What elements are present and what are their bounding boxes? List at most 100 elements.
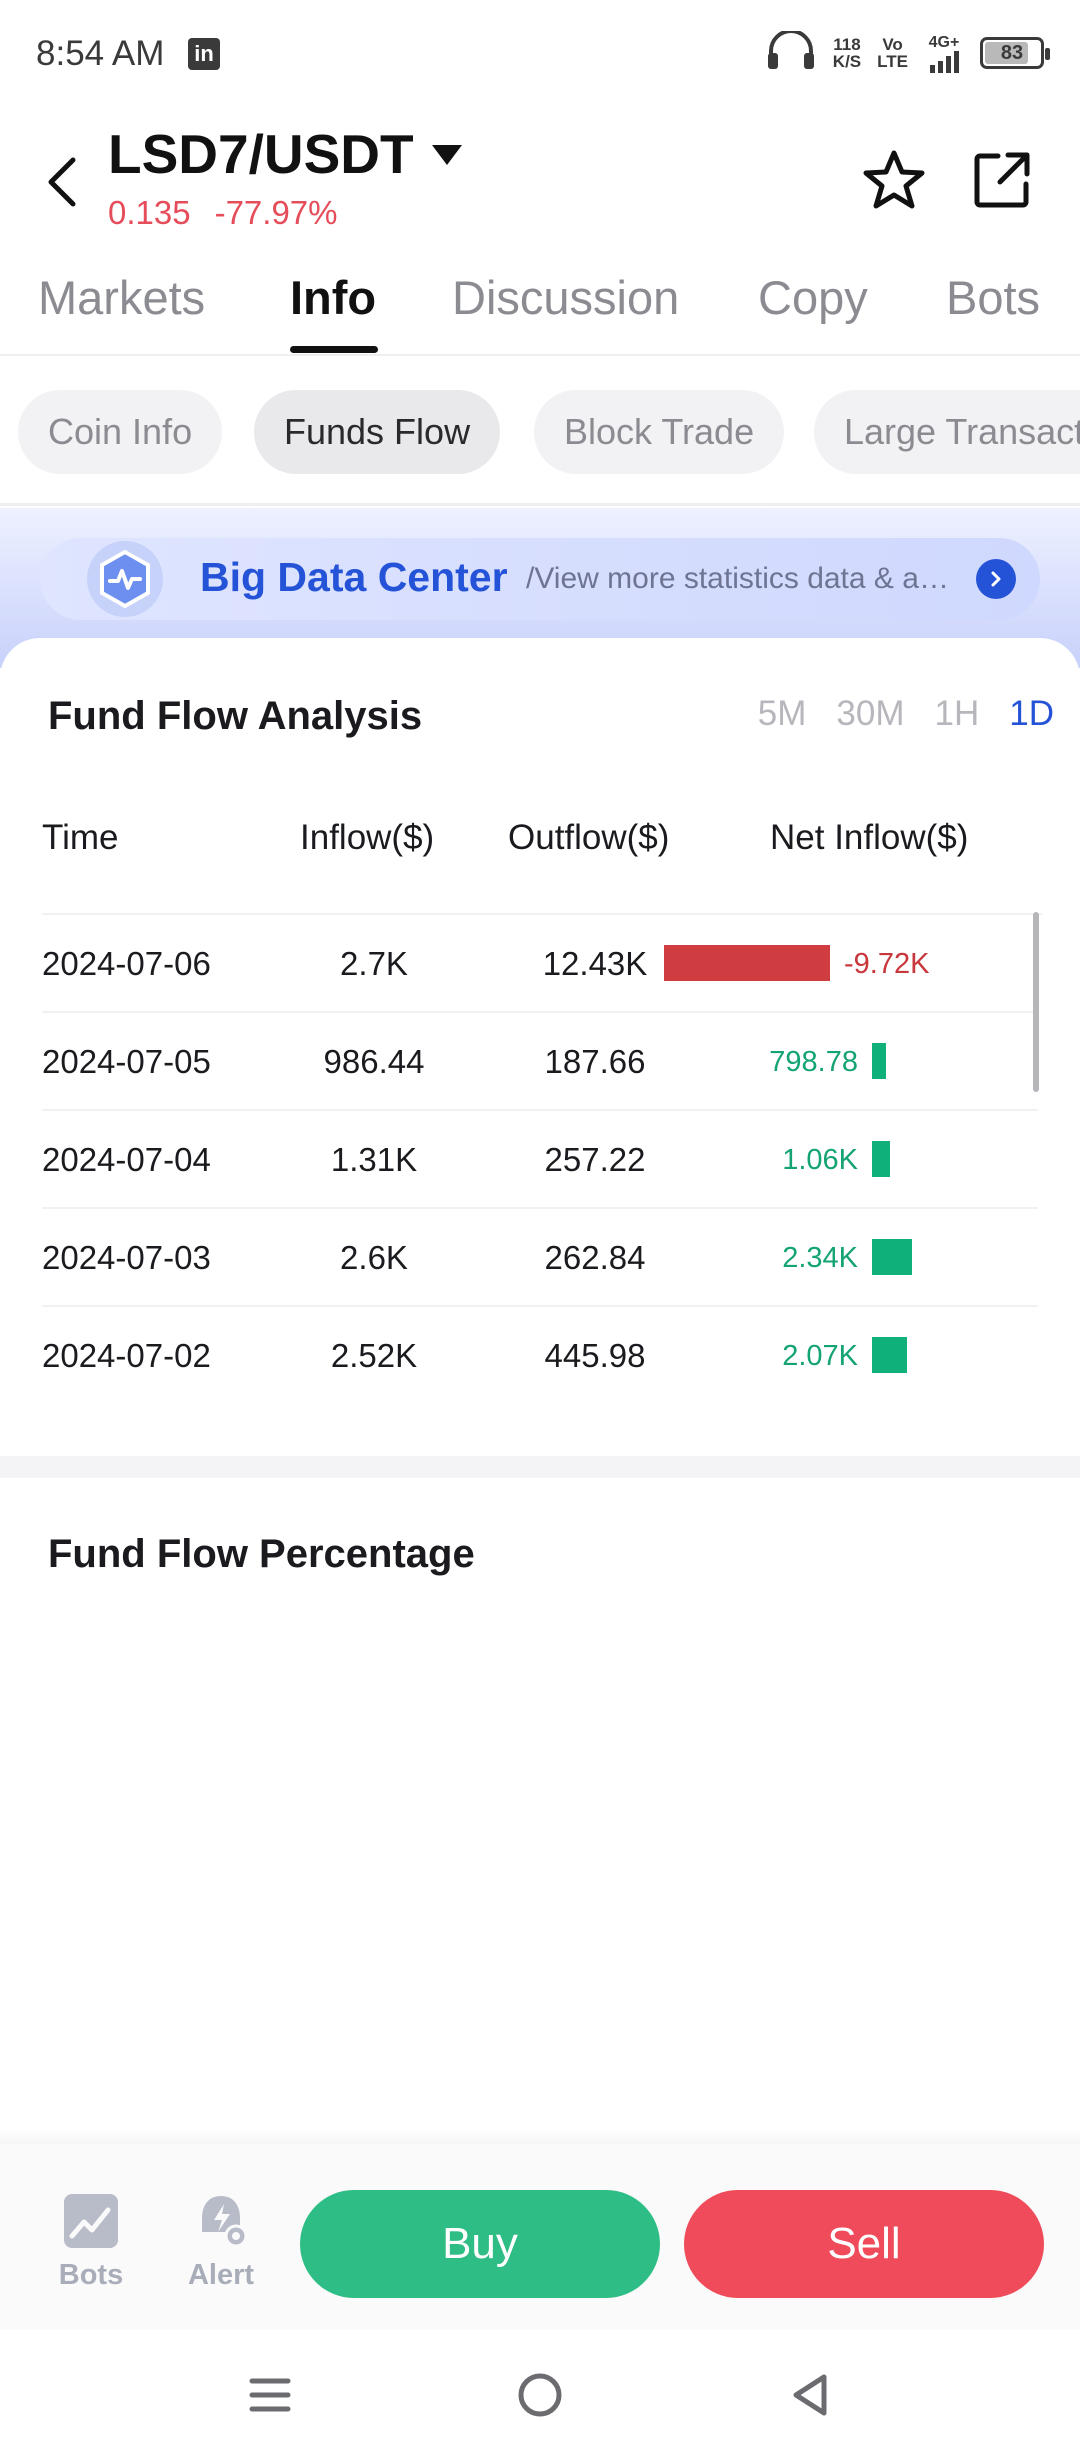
fund-flow-percentage-title: Fund Flow Percentage bbox=[48, 1532, 475, 1576]
net-inflow-bar bbox=[664, 945, 830, 981]
home-button[interactable] bbox=[500, 2360, 580, 2430]
volte-indicator: Vo LTE bbox=[877, 35, 908, 71]
main-tabs: Markets Info Discussion Copy Bots bbox=[0, 250, 1080, 356]
row-inflow: 2.52K bbox=[330, 1337, 418, 1374]
pair-header: LSD7/USDT 0.135 -77.97% bbox=[0, 110, 1080, 250]
tab-discussion[interactable]: Discussion bbox=[452, 271, 680, 324]
row-net-inflow: 1.06K bbox=[782, 1144, 858, 1176]
row-inflow: 2.7K bbox=[340, 945, 408, 982]
price-change: -77.97% bbox=[214, 194, 338, 231]
table-row: 2024-07-04 1.31K 257.22 1.06K bbox=[42, 1111, 1038, 1209]
net-inflow-bar bbox=[872, 1043, 886, 1079]
status-icons: 118 K/S Vo LTE 4G+ 83 bbox=[765, 28, 1050, 76]
price-row: 0.135 -77.97% bbox=[108, 194, 338, 232]
back-triangle-icon bbox=[793, 2374, 827, 2416]
network-speed: 118 K/S bbox=[832, 35, 862, 71]
menu-icon bbox=[249, 2378, 291, 2412]
home-circle-icon bbox=[518, 2373, 562, 2417]
signal-icon: 4G+ bbox=[924, 34, 964, 73]
fund-flow-title: Fund Flow Analysis bbox=[48, 694, 423, 738]
active-tab-indicator bbox=[290, 346, 378, 353]
column-header-inflow: Inflow($) bbox=[300, 818, 435, 857]
menu-button[interactable] bbox=[230, 2360, 310, 2430]
chevron-right-icon[interactable] bbox=[976, 559, 1016, 599]
row-time: 2024-07-04 bbox=[42, 1141, 211, 1178]
buy-button[interactable]: Buy bbox=[300, 2190, 660, 2298]
column-header-net-inflow: Net Inflow($) bbox=[770, 818, 969, 857]
row-time: 2024-07-03 bbox=[42, 1239, 211, 1276]
dropdown-caret-icon bbox=[431, 145, 462, 165]
timeframe-selector: 5M 30M 1H 1D bbox=[758, 694, 1054, 734]
table-divider bbox=[42, 913, 1042, 915]
pair-selector[interactable]: LSD7/USDT bbox=[108, 122, 462, 186]
back-nav-button[interactable] bbox=[770, 2360, 850, 2430]
net-inflow-bar bbox=[872, 1141, 890, 1177]
table-row: 2024-07-05 986.44 187.66 798.78 bbox=[42, 1013, 1038, 1111]
favorite-button[interactable] bbox=[854, 140, 934, 220]
bots-shortcut[interactable]: Bots bbox=[46, 2192, 136, 2302]
share-icon bbox=[974, 152, 1030, 208]
bottom-bar-shadow bbox=[0, 2130, 1080, 2144]
pulse-hexagon-icon bbox=[86, 538, 164, 620]
net-inflow-bar bbox=[872, 1239, 912, 1275]
column-header-time: Time bbox=[42, 818, 119, 857]
row-outflow: 187.66 bbox=[544, 1043, 646, 1080]
row-time: 2024-07-05 bbox=[42, 1043, 211, 1080]
row-outflow: 445.98 bbox=[544, 1337, 646, 1374]
timeframe-1h[interactable]: 1H bbox=[934, 694, 980, 733]
star-icon bbox=[863, 150, 925, 209]
row-net-inflow: 2.07K bbox=[782, 1340, 858, 1372]
alert-shortcut[interactable]: Alert bbox=[176, 2192, 266, 2302]
alert-bell-icon bbox=[202, 2196, 248, 2248]
back-arrow-icon bbox=[48, 157, 76, 207]
table-row: 2024-07-02 2.52K 445.98 2.07K bbox=[42, 1307, 1038, 1405]
big-data-center-banner[interactable]: Big Data Center /View more statistics da… bbox=[40, 538, 1040, 620]
tab-bots[interactable]: Bots bbox=[946, 271, 1041, 324]
tab-copy[interactable]: Copy bbox=[758, 271, 868, 324]
row-outflow: 12.43K bbox=[542, 945, 648, 982]
banner-subtitle: /View more statistics data & analysis bbox=[526, 562, 956, 595]
section-separator bbox=[0, 1456, 1080, 1478]
row-inflow: 1.31K bbox=[330, 1141, 418, 1178]
row-net-inflow: 2.34K bbox=[782, 1242, 858, 1274]
timeframe-30m[interactable]: 30M bbox=[836, 694, 905, 733]
chip-coin-info[interactable]: Coin Info bbox=[18, 390, 223, 474]
headphones-icon bbox=[765, 28, 817, 76]
sell-button[interactable]: Sell bbox=[684, 2190, 1044, 2298]
system-navigation bbox=[0, 2330, 1080, 2460]
row-time: 2024-07-02 bbox=[42, 1337, 211, 1374]
last-price: 0.135 bbox=[108, 194, 191, 231]
pair-name: LSD7/USDT bbox=[108, 123, 414, 185]
row-inflow: 986.44 bbox=[323, 1043, 425, 1080]
back-button[interactable] bbox=[30, 140, 94, 224]
divider bbox=[0, 503, 1080, 506]
status-time: 8:54 AM bbox=[36, 34, 165, 73]
chip-large-transactions[interactable]: Large Transactions bbox=[814, 390, 1080, 474]
alert-label: Alert bbox=[187, 2259, 255, 2291]
row-net-inflow: 798.78 bbox=[769, 1046, 858, 1078]
tab-markets[interactable]: Markets bbox=[38, 271, 206, 324]
row-time: 2024-07-06 bbox=[42, 945, 211, 982]
chip-funds-flow[interactable]: Funds Flow bbox=[254, 390, 501, 474]
share-button[interactable] bbox=[962, 140, 1042, 220]
table-scrollbar[interactable] bbox=[1033, 912, 1039, 1092]
bottom-action-bar: Bots Alert Buy Sell bbox=[0, 2144, 1080, 2330]
tab-info[interactable]: Info bbox=[290, 271, 377, 324]
column-header-outflow: Outflow($) bbox=[508, 818, 670, 857]
net-inflow-bar bbox=[872, 1337, 907, 1373]
row-net-inflow: -9.72K bbox=[844, 948, 930, 980]
status-bar: 8:54 AM in 118 K/S Vo LTE 4G+ 83 bbox=[0, 0, 1080, 110]
chip-block-trade[interactable]: Block Trade bbox=[534, 390, 785, 474]
subtab-chips: Coin Info Funds Flow Block Trade Large T… bbox=[0, 390, 1080, 474]
table-row: 2024-07-06 2.7K 12.43K -9.72K bbox=[42, 915, 1038, 1013]
row-outflow: 262.84 bbox=[544, 1239, 646, 1276]
row-inflow: 2.6K bbox=[340, 1239, 408, 1276]
row-outflow: 257.22 bbox=[544, 1141, 646, 1178]
linkedin-icon: in bbox=[188, 38, 220, 70]
timeframe-5m[interactable]: 5M bbox=[757, 694, 807, 733]
timeframe-1d[interactable]: 1D bbox=[1009, 694, 1054, 733]
banner-title: Big Data Center bbox=[200, 554, 508, 600]
fund-flow-card: Fund Flow Analysis 5M 30M 1H 1D Time Inf… bbox=[0, 638, 1080, 1478]
bots-chart-icon bbox=[64, 2194, 118, 2248]
table-row: 2024-07-03 2.6K 262.84 2.34K bbox=[42, 1209, 1038, 1307]
